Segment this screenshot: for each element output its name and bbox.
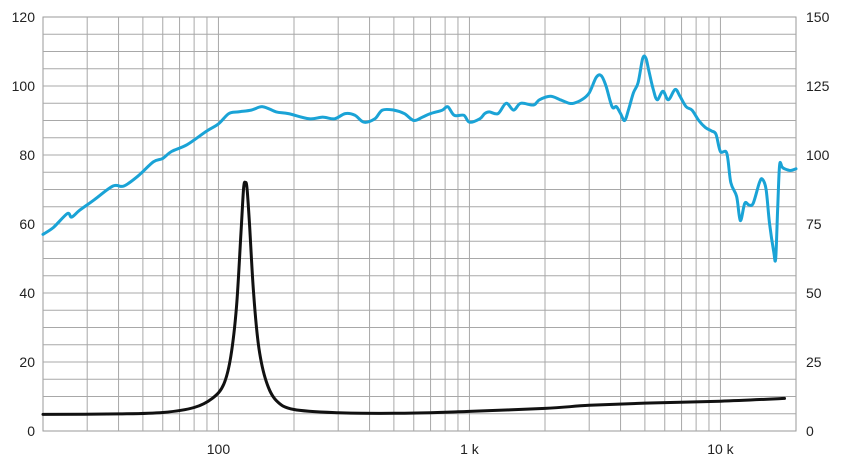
y-right-tick-label: 100 <box>806 147 830 163</box>
series-line-right-axis <box>41 180 786 416</box>
y-left-tick-label: 120 <box>12 9 36 25</box>
grid <box>42 16 797 432</box>
y-left-tick-label: 0 <box>27 423 35 439</box>
y-right-tick-label: 125 <box>806 78 830 94</box>
y-left-tick-label: 100 <box>12 78 36 94</box>
y-right-tick-label: 150 <box>806 9 830 25</box>
series-line-left-axis <box>41 54 798 263</box>
y-left-tick-label: 40 <box>19 285 35 301</box>
x-tick-label: 1 k <box>460 441 480 457</box>
y-right-tick-label: 75 <box>806 216 822 232</box>
y-right-tick-label: 50 <box>806 285 822 301</box>
y-left-tick-label: 20 <box>19 354 35 370</box>
tick-labels: 0 20 40 60 80 100 120 0 25 50 75 100 125 150 100 1 k 10 … <box>12 9 830 457</box>
x-tick-label: 10 k <box>707 441 734 457</box>
series-group <box>41 54 798 416</box>
y-left-tick-label: 60 <box>19 216 35 232</box>
y-right-tick-label: 25 <box>806 354 822 370</box>
y-left-tick-label: 80 <box>19 147 35 163</box>
y-right-tick-label: 0 <box>806 423 814 439</box>
x-tick-label: 100 <box>207 441 231 457</box>
